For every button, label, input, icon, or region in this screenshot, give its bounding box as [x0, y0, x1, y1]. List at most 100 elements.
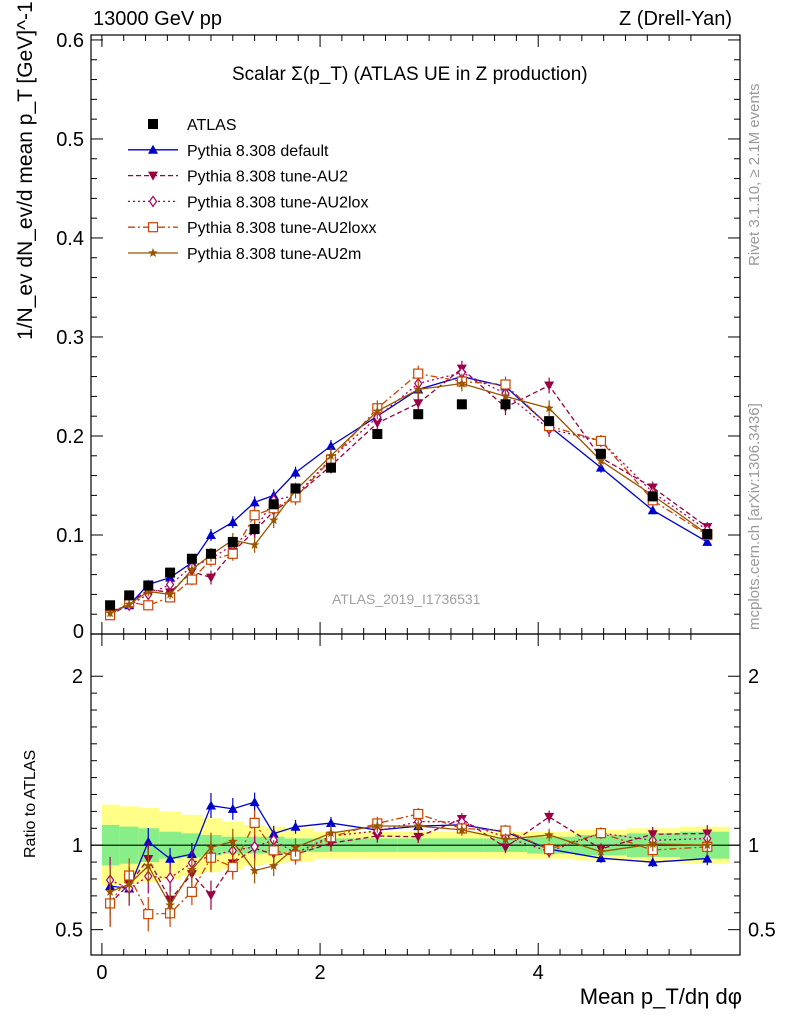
ratio-point [596, 846, 606, 856]
x-tick-label: 4 [533, 962, 544, 984]
y-tick-label: 0 [73, 621, 84, 643]
series-point [326, 450, 336, 460]
series-point [544, 381, 555, 391]
data-point [325, 462, 336, 473]
series-point [187, 564, 197, 574]
ratio-point [268, 860, 279, 870]
ratio-point [249, 865, 260, 875]
ratio-point [143, 836, 154, 846]
ratio-y-tick-label: 1 [72, 835, 83, 857]
ratio-point [206, 842, 216, 852]
data-point [372, 429, 383, 440]
data-point [105, 600, 116, 611]
series-line [109, 372, 708, 616]
y-tick-label: 0.2 [56, 426, 84, 448]
series-point [268, 515, 279, 525]
ratio-y-tick-label-right: 2 [748, 666, 759, 688]
series-point [124, 599, 134, 609]
series-line [109, 382, 708, 614]
legend-label: Pythia 8.308 tune-AU2loxx [187, 220, 376, 237]
chart-title-text: Scalar Σ(p_T) (ATLAS UE in Z production) [232, 64, 588, 85]
chart-title: Scalar Σ(p_T) (ATLAS UE in Z production) [232, 64, 588, 86]
series-point [290, 467, 301, 477]
y-tick-label: 0.6 [56, 30, 84, 52]
ratio-point [544, 829, 554, 840]
series-point [227, 517, 238, 527]
series-point [325, 440, 336, 450]
series-point [205, 573, 216, 583]
data-point [456, 399, 467, 410]
ratio-point [326, 828, 336, 838]
data-point [290, 483, 301, 494]
ratio-point [227, 803, 238, 813]
ratio-point [647, 838, 658, 849]
mcplots-label: mcplots.cern.ch [arXiv:1306.3436] [746, 403, 763, 630]
x-tick-label: 0 [96, 962, 107, 984]
data-point [205, 548, 216, 559]
series-point [143, 586, 154, 596]
series-point [647, 505, 658, 515]
rivet-version-label: Rivet 3.1.10, ≥ 2.1M events [746, 83, 763, 267]
series-point [249, 510, 260, 521]
ratio-point [702, 853, 713, 863]
ratio-point [165, 853, 176, 863]
ratio-point [702, 840, 713, 850]
ratio-point [290, 842, 301, 852]
data-point [268, 499, 279, 510]
ratio-point [372, 820, 383, 830]
ratio-point [413, 821, 423, 831]
data-point [595, 448, 606, 459]
series-point [500, 391, 511, 401]
series-point [595, 435, 607, 447]
series-point [413, 399, 424, 409]
legend-marker [148, 171, 158, 181]
ratio-point [143, 860, 154, 870]
data-point [500, 399, 511, 410]
legend-label: Pythia 8.308 tune-AU2lox [187, 194, 368, 211]
ratio-point [595, 853, 606, 863]
data-point [165, 567, 176, 578]
series-point [165, 589, 175, 599]
legend-marker [147, 222, 159, 233]
legend-marker [148, 144, 158, 154]
ratio-point [647, 857, 658, 867]
series-point [702, 536, 713, 546]
ratio-point [186, 886, 197, 897]
series-point [500, 379, 511, 390]
legend-label: Pythia 8.308 tune-AU2m [187, 246, 361, 263]
ratio-y-tick-label: 0.5 [55, 920, 83, 942]
legend-label: Pythia 8.308 default [187, 143, 329, 160]
series-point [372, 406, 383, 416]
legend-marker [148, 195, 158, 208]
y-tick-label: 0.1 [56, 525, 84, 547]
y-axis-label-text: 1/N_ev dN_ev/d mean p_T [GeV]^-1 [14, 1, 37, 340]
ratio-point [249, 797, 260, 807]
data-point [227, 536, 238, 547]
series-point [186, 574, 197, 585]
data-point [544, 416, 555, 427]
legend: ATLAS Pythia 8.308 default Pythia 8.308 tu… [128, 117, 376, 263]
legend-marker [148, 119, 158, 129]
main-plot-marks [104, 360, 713, 621]
ratio-point [228, 836, 238, 846]
ratio-point [227, 861, 238, 873]
ratio-point [124, 879, 134, 889]
data-point [647, 491, 658, 502]
ratio-point [105, 886, 115, 896]
ratio-point [595, 828, 607, 839]
y-tick-label: 0.4 [56, 228, 84, 250]
series-point [595, 462, 606, 472]
data-point [249, 524, 260, 535]
ratio-y-tick-label-right: 1 [748, 835, 759, 857]
ratio-y-tick-label-right: 0.5 [748, 920, 776, 942]
legend-marker [148, 248, 158, 258]
ratio-point [457, 824, 467, 834]
process-label: Z (Drell-Yan) [619, 8, 732, 30]
y-axis-label: 1/N_ev dN_ev/d mean p_T [GeV]^-1 [14, 1, 38, 340]
series-point [143, 600, 154, 611]
main-axes: 0 0.1 0.2 0.3 0.4 0.5 0.6 [56, 30, 740, 643]
series-point [205, 529, 216, 539]
series-point [413, 368, 424, 379]
legend-label: ATLAS [187, 117, 237, 134]
